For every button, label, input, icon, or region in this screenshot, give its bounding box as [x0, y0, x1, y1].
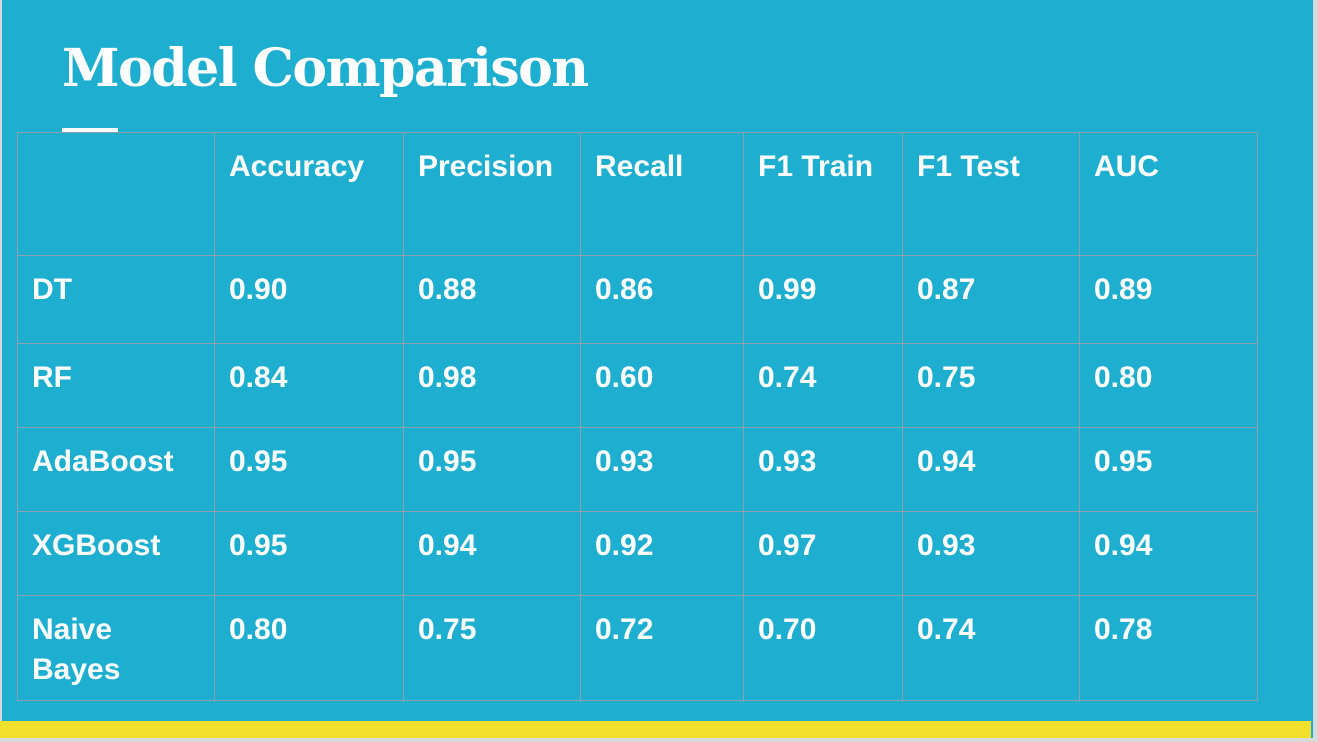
header-cell-recall: Recall [581, 133, 744, 256]
model-name-cell: XGBoost [18, 512, 215, 596]
slide-title: Model Comparison [62, 38, 588, 100]
auc-cell: 0.78 [1080, 596, 1258, 701]
model-comparison-table: Accuracy Precision Recall F1 Train F1 Te… [17, 132, 1258, 701]
precision-cell: 0.75 [404, 596, 581, 701]
auc-cell: 0.89 [1080, 256, 1258, 344]
header-cell-f1-train: F1 Train [744, 133, 903, 256]
header-cell-accuracy: Accuracy [215, 133, 404, 256]
auc-cell: 0.95 [1080, 428, 1258, 512]
header-cell-model [18, 133, 215, 256]
header-row: Accuracy Precision Recall F1 Train F1 Te… [18, 133, 1258, 256]
f1-test-cell: 0.94 [903, 428, 1080, 512]
header-cell-f1-test: F1 Test [903, 133, 1080, 256]
accuracy-cell: 0.90 [215, 256, 404, 344]
f1-train-cell: 0.74 [744, 344, 903, 428]
table-row: Naive Bayes 0.80 0.75 0.72 0.70 0.74 0.7… [18, 596, 1258, 701]
model-name-cell: Naive Bayes [18, 596, 215, 701]
recall-cell: 0.92 [581, 512, 744, 596]
accuracy-cell: 0.80 [215, 596, 404, 701]
accent-bar [0, 721, 1311, 738]
table-row: XGBoost 0.95 0.94 0.92 0.97 0.93 0.94 [18, 512, 1258, 596]
auc-cell: 0.94 [1080, 512, 1258, 596]
f1-train-cell: 0.99 [744, 256, 903, 344]
recall-cell: 0.93 [581, 428, 744, 512]
precision-cell: 0.98 [404, 344, 581, 428]
header-cell-precision: Precision [404, 133, 581, 256]
f1-test-cell: 0.74 [903, 596, 1080, 701]
precision-cell: 0.94 [404, 512, 581, 596]
table-row: AdaBoost 0.95 0.95 0.93 0.93 0.94 0.95 [18, 428, 1258, 512]
accuracy-cell: 0.95 [215, 512, 404, 596]
header-cell-auc: AUC [1080, 133, 1258, 256]
precision-cell: 0.95 [404, 428, 581, 512]
recall-cell: 0.86 [581, 256, 744, 344]
f1-train-cell: 0.93 [744, 428, 903, 512]
model-name-cell: DT [18, 256, 215, 344]
f1-test-cell: 0.75 [903, 344, 1080, 428]
table-row: DT 0.90 0.88 0.86 0.99 0.87 0.89 [18, 256, 1258, 344]
accuracy-cell: 0.84 [215, 344, 404, 428]
recall-cell: 0.60 [581, 344, 744, 428]
model-name-cell: RF [18, 344, 215, 428]
table-row: RF 0.84 0.98 0.60 0.74 0.75 0.80 [18, 344, 1258, 428]
recall-cell: 0.72 [581, 596, 744, 701]
f1-train-cell: 0.97 [744, 512, 903, 596]
f1-train-cell: 0.70 [744, 596, 903, 701]
f1-test-cell: 0.87 [903, 256, 1080, 344]
auc-cell: 0.80 [1080, 344, 1258, 428]
model-name-cell: AdaBoost [18, 428, 215, 512]
precision-cell: 0.88 [404, 256, 581, 344]
accuracy-cell: 0.95 [215, 428, 404, 512]
f1-test-cell: 0.93 [903, 512, 1080, 596]
